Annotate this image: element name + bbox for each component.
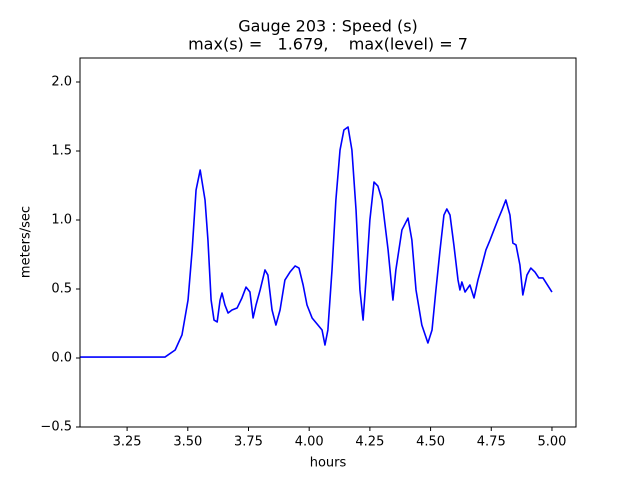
x-tick-label: 3.75 xyxy=(234,435,263,450)
data-line xyxy=(80,126,553,358)
x-axis-label: hours xyxy=(310,456,347,471)
y-tick-label: 1.5 xyxy=(51,144,72,159)
x-tick-label: 3.25 xyxy=(113,435,142,450)
plot-frame xyxy=(79,57,577,428)
x-tick-label: 5.00 xyxy=(537,435,566,450)
y-tick-label: 2.0 xyxy=(51,75,72,90)
chart-title: Gauge 203 : Speed (s) xyxy=(238,17,418,36)
y-tick-label: 0.0 xyxy=(51,351,72,366)
y-tick-label: 1.0 xyxy=(51,213,72,228)
x-tick-label: 4.50 xyxy=(416,435,445,450)
y-tick-label: −0.5 xyxy=(40,420,72,435)
x-tick-label: 3.50 xyxy=(173,435,202,450)
x-tick-label: 4.75 xyxy=(477,435,506,450)
y-axis-label: meters/sec xyxy=(19,206,34,278)
x-tick-label: 4.25 xyxy=(355,435,384,450)
y-tick-label: 0.5 xyxy=(51,282,72,297)
chart-subtitle: max(s) = 1.679, max(level) = 7 xyxy=(188,35,468,54)
x-tick-label: 4.00 xyxy=(295,435,324,450)
